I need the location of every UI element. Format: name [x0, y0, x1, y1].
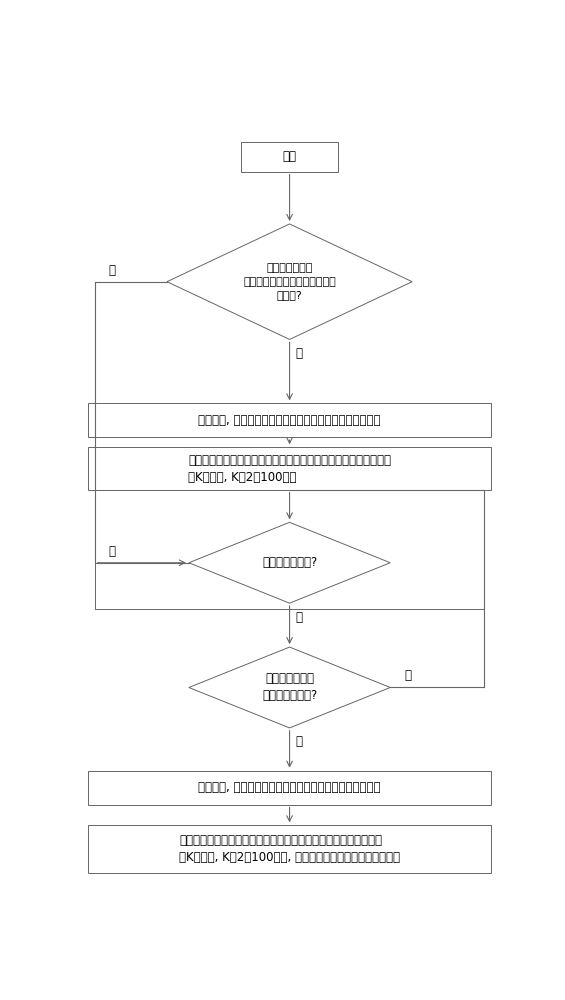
Bar [88, 403, 491, 437]
Polygon shape [189, 522, 390, 603]
Text: 有新的刷卡应用?: 有新的刷卡应用? [262, 556, 317, 569]
Text: 否: 否 [108, 545, 116, 558]
Bar [88, 447, 491, 490]
Polygon shape [189, 647, 390, 728]
Text: 将允许刷卡的超声波信号强度门限值设定为超声波信号强度最大值
的K分之一, K在2至100之间: 将允许刷卡的超声波信号强度门限值设定为超声波信号强度最大值 的K分之一, K在2… [188, 454, 391, 484]
Text: 是: 是 [295, 611, 303, 624]
Text: 满足距离门限和
或信号强度门限?: 满足距离门限和 或信号强度门限? [262, 672, 317, 702]
Text: 否: 否 [405, 669, 411, 682]
Bar [88, 825, 491, 873]
Text: 成功刷卡, 记录下移动终端测得的超声波信号强度的最大值: 成功刷卡, 记录下移动终端测得的超声波信号强度的最大值 [198, 781, 381, 794]
Text: 成功刷卡, 记录下移动终端测得的超声波信号强度的最大值: 成功刷卡, 记录下移动终端测得的超声波信号强度的最大值 [198, 414, 381, 427]
Text: 将允许刷卡的超声波信号强度门限值设定为超声波信号强度最大值
的K分之一, K在2至100之间, 或者保持原有的较大的门限值不变: 将允许刷卡的超声波信号强度门限值设定为超声波信号强度最大值 的K分之一, K在2… [179, 834, 400, 864]
Bar [241, 142, 338, 172]
Text: 是: 是 [295, 735, 303, 748]
Text: 开始: 开始 [282, 150, 297, 163]
Text: 否: 否 [108, 264, 116, 277]
Polygon shape [167, 224, 412, 339]
Text: 是: 是 [295, 347, 303, 360]
Text: 第一次刷卡移动
终端与读卡装置距离小于安全距
离门限?: 第一次刷卡移动 终端与读卡装置距离小于安全距 离门限? [243, 263, 336, 300]
Bar [88, 771, 491, 805]
Bar [95, 490, 484, 609]
